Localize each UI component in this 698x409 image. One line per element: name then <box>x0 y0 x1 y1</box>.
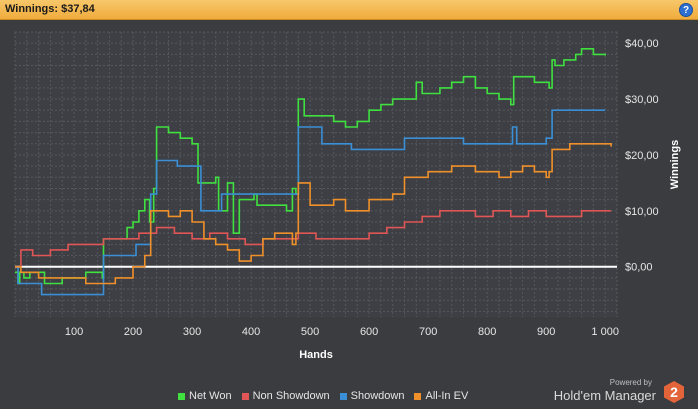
x-tick-label: 600 <box>360 326 378 338</box>
x-tick-label: 800 <box>478 326 496 338</box>
legend-swatch <box>178 392 185 400</box>
x-axis-title: Hands <box>299 349 333 361</box>
x-tick-label: 700 <box>419 326 437 338</box>
legend-swatch <box>339 392 347 400</box>
y-axis-title: Winnings <box>669 140 681 189</box>
plot-area <box>15 32 617 317</box>
legend-item[interactable]: Showdown <box>339 390 405 402</box>
legend-label: Showdown <box>350 390 405 402</box>
legend-item[interactable]: Net Won <box>178 390 232 402</box>
y-tick-label: $20,00 <box>625 150 659 162</box>
y-tick-label: $40,00 <box>625 38 659 50</box>
help-icon[interactable]: ? <box>679 3 693 17</box>
hem2-logo-icon: 2 <box>664 381 684 403</box>
y-tick-label: $0,00 <box>625 262 653 274</box>
legend-label: All-In EV <box>425 390 469 402</box>
legend-label: Net Won <box>189 390 232 402</box>
series-line-non-showdown <box>15 210 612 268</box>
winnings-chart: 100 200 300 400 500 600 700 800 900 1 000 $0,00 $10… <box>14 31 681 361</box>
legend-item[interactable]: All-In EV <box>414 390 468 402</box>
legend-label: Non Showdown <box>252 390 330 402</box>
winnings-title: Winnings: $37,84 <box>5 3 95 15</box>
powered-by-text: Powered by <box>609 378 652 387</box>
branding: Powered by Hold'em Manager 2 <box>550 378 690 406</box>
legend-swatch <box>414 392 422 400</box>
x-tick-label: 200 <box>124 326 142 338</box>
x-tick-label: 100 <box>65 326 83 338</box>
x-tick-label: 1 000 <box>591 326 619 338</box>
x-tick-label: 300 <box>183 326 201 338</box>
y-tick-label: $10,00 <box>625 206 659 218</box>
brand-name: Hold'em Manager <box>553 388 656 403</box>
y-tick-label: $30,00 <box>625 94 659 106</box>
title-bar: Winnings: $37,84 ? <box>0 0 698 20</box>
x-tick-label: 500 <box>301 326 319 338</box>
x-tick-label: 900 <box>537 326 555 338</box>
legend-swatch <box>241 392 249 400</box>
chart-legend: Net Won Non Showdown Showdown All-In EV <box>178 389 468 403</box>
x-tick-label: 400 <box>242 326 260 338</box>
legend-item[interactable]: Non Showdown <box>241 390 330 402</box>
series-line-all-in-ev <box>15 143 612 285</box>
